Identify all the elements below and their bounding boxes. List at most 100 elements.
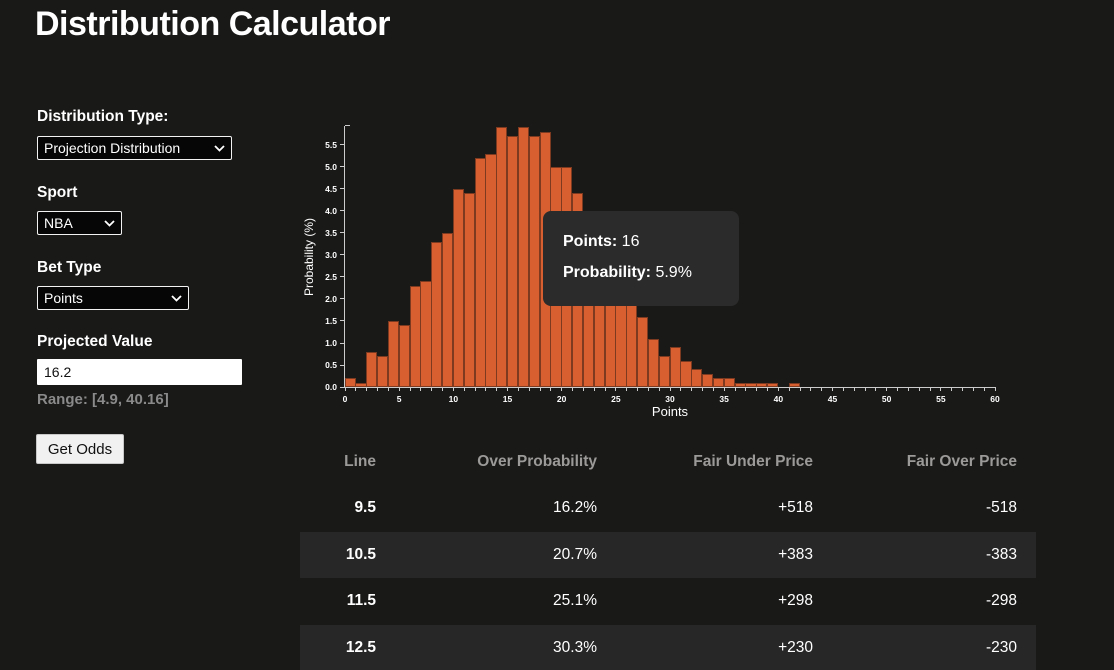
histogram-bar[interactable]	[626, 295, 638, 387]
histogram-bar[interactable]	[517, 127, 530, 387]
histogram-bar[interactable]	[355, 383, 367, 387]
histogram-bar[interactable]	[788, 383, 800, 387]
y-axis-tick	[340, 276, 344, 278]
histogram-bar[interactable]	[691, 369, 703, 387]
sport-label: Sport	[37, 184, 78, 201]
histogram-bar[interactable]	[366, 352, 378, 387]
table-cell: 10.5	[345, 545, 376, 563]
table-cell: 9.5	[354, 499, 376, 517]
histogram-bar[interactable]	[680, 361, 692, 387]
table-cell: -230	[985, 638, 1017, 656]
y-axis-tick	[340, 298, 344, 300]
y-tick-label: 1.5	[325, 315, 337, 326]
x-axis-tick	[680, 387, 682, 391]
x-axis-tick	[431, 387, 433, 391]
distribution-type-select[interactable]: Projection Distribution	[37, 136, 232, 160]
x-tick-label: 30	[665, 394, 675, 404]
x-axis-tick	[593, 387, 595, 391]
y-tick-label: 1.0	[325, 338, 337, 348]
y-tick-label: 2.5	[325, 271, 337, 282]
x-axis-tick	[387, 387, 389, 391]
x-axis-tick	[799, 387, 801, 391]
histogram-bar[interactable]	[377, 356, 389, 387]
x-axis-tick	[972, 387, 974, 391]
histogram-bar[interactable]	[637, 317, 649, 387]
histogram-bar[interactable]	[496, 127, 508, 387]
x-axis-tick	[918, 387, 920, 391]
histogram-bar[interactable]	[452, 189, 465, 387]
histogram-bar[interactable]	[409, 286, 421, 387]
histogram-bar[interactable]	[745, 383, 757, 387]
x-axis-tick	[572, 387, 573, 391]
x-axis-tick	[355, 387, 357, 391]
x-axis-tick	[864, 387, 866, 391]
x-axis-tick	[669, 387, 671, 391]
y-tick-label: 0.5	[325, 360, 337, 370]
x-axis-tick	[485, 387, 487, 391]
x-axis-tick	[907, 387, 909, 391]
x-axis-tick	[951, 387, 953, 391]
range-hint: Range: [4.9, 40.16]	[37, 391, 169, 408]
histogram-bar[interactable]	[344, 378, 356, 387]
get-odds-button[interactable]: Get Odds	[36, 434, 124, 464]
x-axis-tick	[615, 387, 617, 391]
histogram-bar[interactable]	[669, 347, 681, 387]
x-axis-tick	[658, 387, 660, 391]
y-axis-tick	[340, 320, 344, 322]
histogram-bar[interactable]	[387, 321, 400, 387]
x-axis-tick	[821, 387, 823, 391]
sport-select[interactable]: NBA	[37, 211, 122, 235]
y-axis-tick	[340, 386, 344, 388]
table-cell: 20.7%	[553, 545, 597, 563]
bet-type-select[interactable]: Points	[37, 286, 189, 310]
histogram-bar[interactable]	[734, 383, 746, 387]
histogram-bar[interactable]	[723, 378, 735, 387]
table-row: 11.5 25.1% +298 -298	[300, 578, 1036, 625]
x-axis-tick	[409, 387, 411, 391]
table-cell: -518	[985, 499, 1017, 517]
histogram-bar[interactable]	[712, 378, 725, 387]
y-axis-tick	[340, 210, 344, 212]
y-axis-tick	[340, 188, 344, 190]
table-cell: +230	[778, 638, 813, 656]
x-axis-tick	[983, 387, 985, 391]
table-cell: -298	[985, 592, 1017, 610]
x-axis-tick	[582, 387, 584, 391]
histogram-bar[interactable]	[474, 158, 486, 387]
x-axis-tick	[929, 387, 931, 391]
histogram-bar[interactable]	[767, 383, 779, 387]
x-axis-tick	[344, 387, 346, 391]
histogram-bar[interactable]	[702, 374, 714, 387]
sport-selected-value: NBA	[44, 215, 73, 231]
histogram-bar[interactable]	[647, 339, 660, 387]
x-axis-tick	[777, 387, 779, 391]
x-axis-tick	[539, 387, 541, 391]
x-axis-tick	[550, 387, 552, 391]
x-axis-tick	[604, 387, 606, 391]
histogram-bar[interactable]	[398, 325, 410, 387]
projected-value-label: Projected Value	[37, 333, 153, 350]
y-tick-label: 5.0	[325, 161, 337, 172]
x-axis-tick	[832, 387, 833, 391]
bet-type-selected-value: Points	[44, 290, 83, 306]
histogram-bar[interactable]	[528, 136, 540, 387]
table-cell: +518	[778, 499, 813, 517]
x-axis-tick	[962, 387, 963, 391]
x-tick-label: 15	[502, 394, 513, 404]
table-cell: +298	[778, 592, 813, 610]
histogram-bar[interactable]	[756, 383, 768, 387]
x-tick-label: 5	[396, 394, 402, 404]
table-cell: 16.2%	[553, 499, 597, 517]
histogram-bar[interactable]	[658, 356, 670, 387]
tooltip-probability-line: Probability: 5.9%	[563, 264, 692, 281]
projected-value-input[interactable]	[37, 359, 242, 385]
histogram-bar[interactable]	[442, 233, 454, 387]
x-tick-label: 0	[342, 394, 348, 404]
histogram-bar[interactable]	[485, 154, 497, 387]
histogram-bar[interactable]	[463, 193, 475, 387]
column-header: Fair Over Price	[906, 453, 1017, 470]
x-axis-tick	[647, 387, 649, 391]
histogram-bar[interactable]	[507, 136, 519, 387]
histogram-bar[interactable]	[431, 242, 443, 387]
histogram-bar[interactable]	[420, 281, 432, 387]
